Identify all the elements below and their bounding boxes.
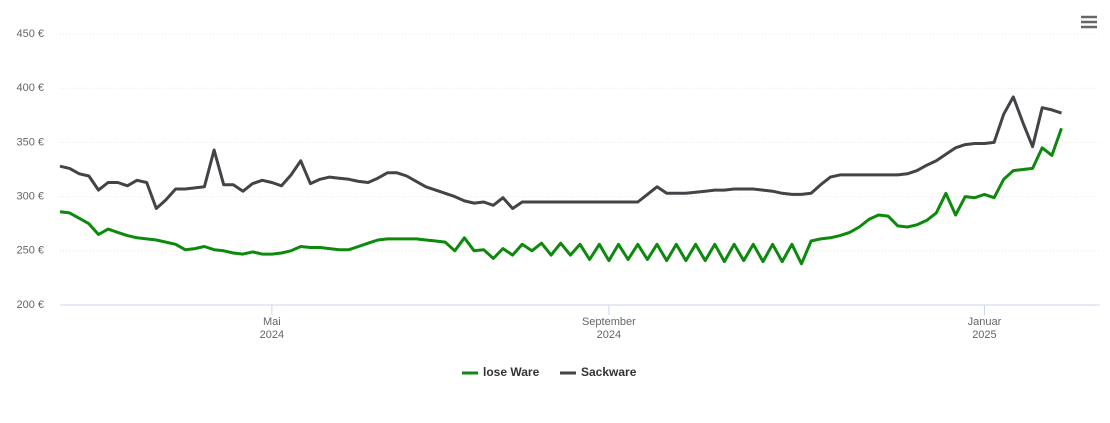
- y-tick-label: 350 €: [16, 136, 44, 148]
- legend-label: Sackware: [581, 365, 637, 379]
- y-tick-label: 200 €: [16, 299, 44, 311]
- x-tick-label: Mai 2024: [259, 316, 285, 341]
- series-line: [59, 95, 1062, 210]
- menu-button[interactable]: [1080, 14, 1098, 30]
- y-tick-label: 250 €: [16, 245, 44, 257]
- series-line: [59, 127, 1063, 266]
- x-tick-label: September 2024: [581, 316, 636, 341]
- y-tick-label: 400 €: [16, 82, 44, 94]
- x-tick-label: Januar 2025: [967, 316, 1002, 341]
- legend-item[interactable]: lose Ware: [462, 365, 540, 379]
- y-tick-label: 450 €: [16, 28, 44, 40]
- y-tick-label: 300 €: [16, 191, 44, 203]
- legend-item[interactable]: Sackware: [560, 365, 637, 379]
- legend-label: lose Ware: [483, 365, 540, 379]
